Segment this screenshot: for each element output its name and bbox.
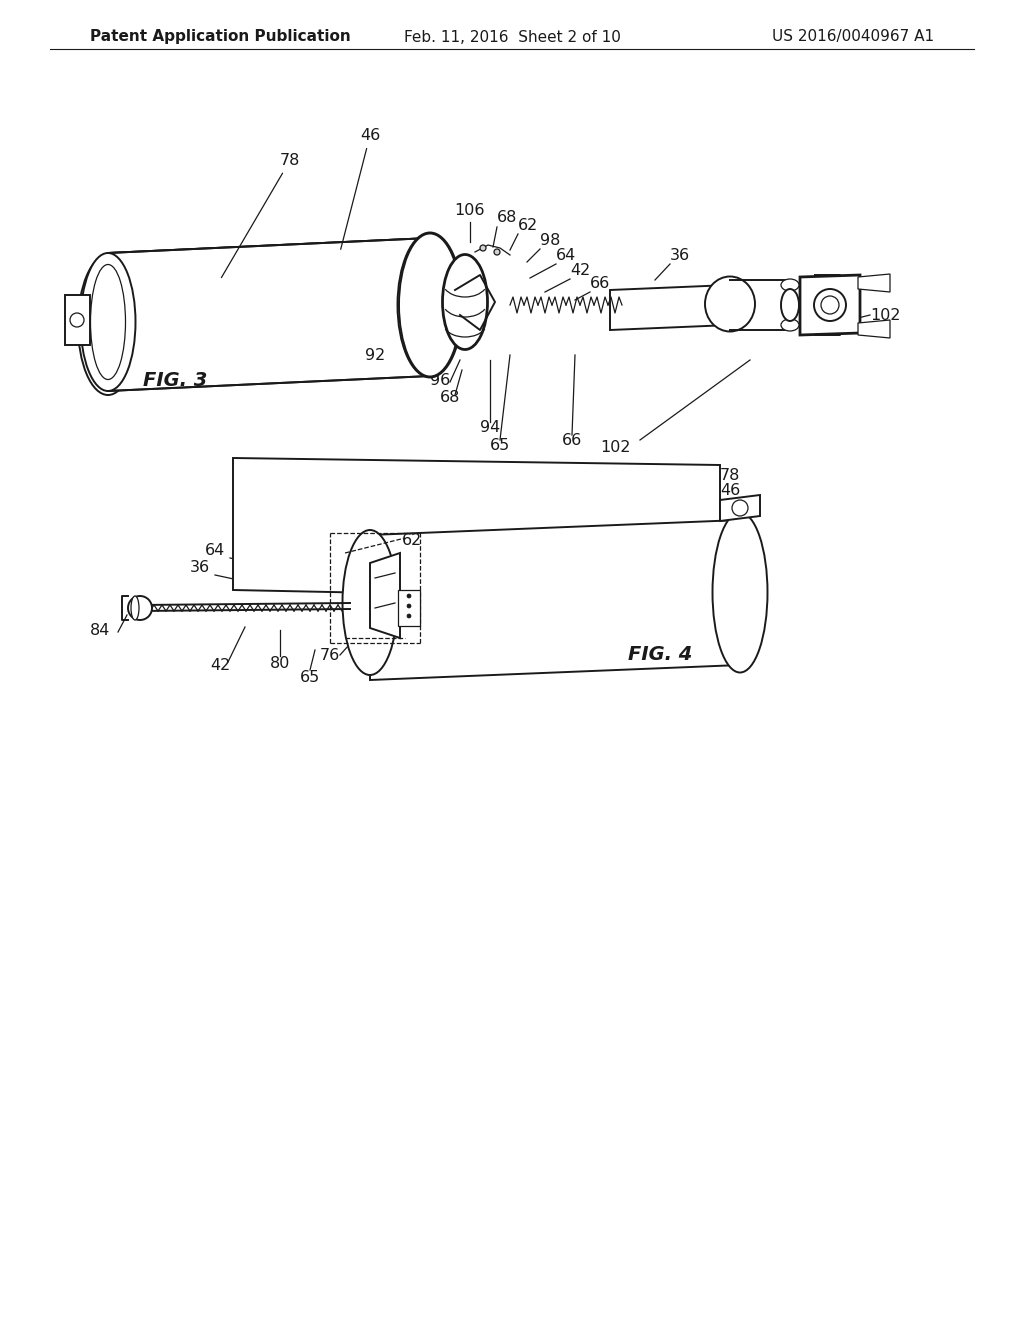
Text: 64: 64	[205, 543, 225, 558]
Text: 46: 46	[341, 128, 380, 249]
Text: 68: 68	[497, 210, 517, 224]
Polygon shape	[108, 238, 430, 391]
Polygon shape	[108, 375, 430, 389]
Ellipse shape	[781, 319, 799, 331]
Text: 80: 80	[269, 656, 290, 671]
Polygon shape	[720, 495, 760, 521]
Text: 92: 92	[365, 348, 385, 363]
Ellipse shape	[81, 253, 135, 391]
Polygon shape	[370, 553, 400, 638]
Polygon shape	[233, 458, 720, 601]
FancyBboxPatch shape	[398, 590, 420, 626]
Text: 65: 65	[300, 671, 321, 685]
Ellipse shape	[397, 232, 463, 378]
Text: 102: 102	[600, 440, 630, 455]
Text: 36: 36	[189, 560, 210, 576]
Ellipse shape	[128, 597, 152, 620]
Text: 42: 42	[570, 263, 590, 279]
Text: 98: 98	[540, 234, 560, 248]
Ellipse shape	[732, 500, 748, 516]
Text: 106: 106	[455, 203, 485, 218]
Text: FIG. 3: FIG. 3	[142, 371, 207, 389]
Text: 65: 65	[489, 438, 510, 453]
Ellipse shape	[814, 289, 846, 321]
Ellipse shape	[713, 512, 768, 672]
Text: FIG. 4: FIG. 4	[628, 645, 692, 664]
Ellipse shape	[407, 605, 411, 609]
Polygon shape	[800, 275, 860, 335]
Text: 76: 76	[319, 648, 340, 663]
Text: 46: 46	[720, 483, 740, 498]
Ellipse shape	[494, 249, 500, 255]
Ellipse shape	[781, 279, 799, 290]
Text: 64: 64	[556, 248, 577, 263]
Text: 66: 66	[590, 276, 610, 290]
Ellipse shape	[480, 246, 486, 251]
Text: Feb. 11, 2016  Sheet 2 of 10: Feb. 11, 2016 Sheet 2 of 10	[403, 29, 621, 45]
Polygon shape	[108, 240, 430, 260]
Text: 66: 66	[562, 433, 582, 447]
Text: 36: 36	[670, 248, 690, 263]
Text: 62: 62	[518, 218, 539, 234]
Text: US 2016/0040967 A1: US 2016/0040967 A1	[772, 29, 934, 45]
Ellipse shape	[399, 234, 461, 376]
Polygon shape	[858, 319, 890, 338]
Polygon shape	[65, 294, 90, 345]
Text: 78: 78	[720, 469, 740, 483]
Ellipse shape	[705, 276, 755, 331]
Ellipse shape	[442, 255, 487, 350]
Ellipse shape	[131, 597, 139, 620]
Text: 62: 62	[401, 533, 422, 548]
Text: 78: 78	[221, 153, 300, 277]
Polygon shape	[610, 285, 730, 330]
Ellipse shape	[781, 289, 799, 321]
Text: 94: 94	[480, 420, 500, 436]
Ellipse shape	[407, 594, 411, 598]
Text: 96: 96	[430, 374, 451, 388]
Text: 84: 84	[90, 623, 111, 638]
Text: Patent Application Publication: Patent Application Publication	[90, 29, 351, 45]
Ellipse shape	[78, 255, 138, 395]
Text: 68: 68	[440, 389, 460, 405]
Polygon shape	[858, 275, 890, 292]
Text: 102: 102	[870, 308, 900, 323]
Ellipse shape	[407, 614, 411, 618]
Ellipse shape	[342, 531, 397, 675]
Polygon shape	[370, 520, 740, 680]
Ellipse shape	[70, 313, 84, 327]
Text: 42: 42	[210, 657, 230, 673]
